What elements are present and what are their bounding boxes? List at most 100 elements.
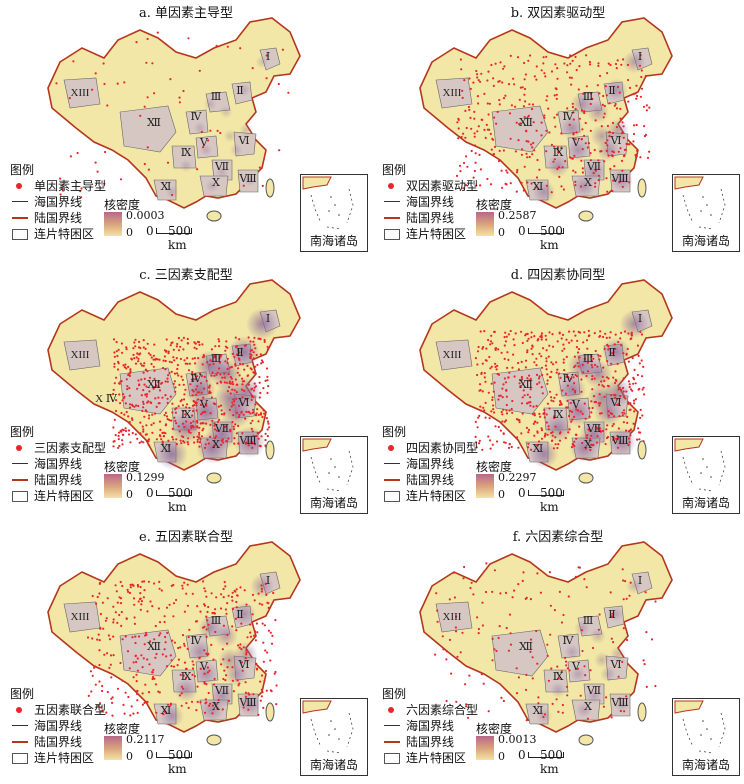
village-dot xyxy=(591,375,594,378)
village-dot xyxy=(540,334,543,337)
density-hotspot xyxy=(194,350,226,382)
village-dot xyxy=(114,611,117,614)
village-dot xyxy=(588,415,591,418)
village-dot xyxy=(267,606,270,609)
village-dot xyxy=(524,73,527,76)
village-dot xyxy=(480,371,483,374)
region-label: Ⅸ xyxy=(553,409,564,421)
village-dot xyxy=(594,400,598,404)
village-dot xyxy=(509,137,512,140)
village-dot xyxy=(155,384,158,387)
village-dot xyxy=(540,427,543,430)
village-dot xyxy=(518,421,521,424)
village-dot xyxy=(609,331,612,334)
village-dot xyxy=(477,125,480,128)
village-dot xyxy=(211,712,214,715)
village-dot xyxy=(253,443,257,446)
region-label: XIII xyxy=(443,349,462,361)
village-dot xyxy=(611,612,614,615)
density-hotspot xyxy=(576,702,592,718)
village-dot xyxy=(199,382,203,385)
village-dot xyxy=(203,387,206,390)
village-dot xyxy=(448,598,451,601)
village-dot xyxy=(143,415,146,418)
region-label: Ⅱ xyxy=(236,347,243,359)
village-dot xyxy=(628,594,631,597)
village-dot xyxy=(548,407,551,410)
panel-title: e. 五因素联合型 xyxy=(139,530,233,545)
village-dot xyxy=(180,339,183,342)
village-dot xyxy=(533,420,536,424)
village-dot xyxy=(551,434,554,437)
village-dot xyxy=(574,364,577,367)
village-dot xyxy=(149,640,152,643)
village-dot xyxy=(219,404,223,407)
village-dot xyxy=(252,351,255,354)
village-dot xyxy=(586,347,589,350)
village-dot xyxy=(101,689,104,693)
village-dot xyxy=(231,666,234,669)
village-dot xyxy=(530,182,533,185)
village-dot xyxy=(241,363,245,366)
village-dot xyxy=(574,180,577,183)
village-dot xyxy=(200,130,203,134)
village-dot xyxy=(493,330,496,333)
village-dot xyxy=(116,621,119,624)
village-dot xyxy=(242,646,245,649)
village-dot xyxy=(137,635,141,638)
village-dot xyxy=(243,368,246,371)
village-dot xyxy=(629,429,632,432)
village-dot xyxy=(529,401,532,404)
village-dot xyxy=(118,431,121,434)
village-dot xyxy=(224,360,227,363)
village-dot xyxy=(112,426,115,429)
village-dot xyxy=(462,161,466,165)
village-dot xyxy=(603,160,606,163)
land-line-icon xyxy=(384,741,400,743)
village-dot xyxy=(202,422,205,425)
village-dot xyxy=(491,398,494,401)
village-dot xyxy=(254,403,257,406)
village-dot xyxy=(225,340,228,343)
village-dot xyxy=(228,386,231,389)
village-dot xyxy=(152,354,155,357)
village-dot xyxy=(202,580,205,583)
village-dot xyxy=(222,596,225,599)
village-dot xyxy=(454,626,457,629)
village-dot xyxy=(256,408,259,411)
village-dot xyxy=(112,635,115,638)
village-dot xyxy=(215,435,218,438)
village-dot xyxy=(518,98,521,101)
village-dot xyxy=(587,428,590,431)
village-dot xyxy=(201,411,204,414)
village-dot xyxy=(104,619,107,622)
village-dot xyxy=(254,639,257,642)
village-dot xyxy=(253,382,256,385)
village-dot xyxy=(171,193,174,197)
village-dot xyxy=(476,426,479,429)
village-dot xyxy=(590,360,593,363)
sea-line-icon xyxy=(384,201,400,202)
village-dot xyxy=(566,71,569,74)
village-dot xyxy=(145,61,148,64)
density-hotspot xyxy=(179,159,193,173)
village-dot xyxy=(472,81,475,84)
village-dot xyxy=(553,416,556,420)
village-dot xyxy=(261,184,264,187)
village-dot xyxy=(561,333,565,336)
village-dot xyxy=(581,128,584,131)
village-dot xyxy=(492,84,495,87)
village-dot xyxy=(556,340,559,343)
village-dot xyxy=(267,385,270,388)
village-dot xyxy=(134,635,137,638)
village-dot xyxy=(487,391,490,394)
scale-zero: 0 xyxy=(146,486,154,500)
village-dot xyxy=(586,434,589,437)
village-dot xyxy=(607,345,610,348)
village-dot xyxy=(98,639,101,642)
village-dot xyxy=(100,706,103,709)
village-dot xyxy=(190,425,193,428)
village-dot xyxy=(112,654,115,657)
village-dot xyxy=(122,703,125,706)
village-dot xyxy=(526,393,529,396)
